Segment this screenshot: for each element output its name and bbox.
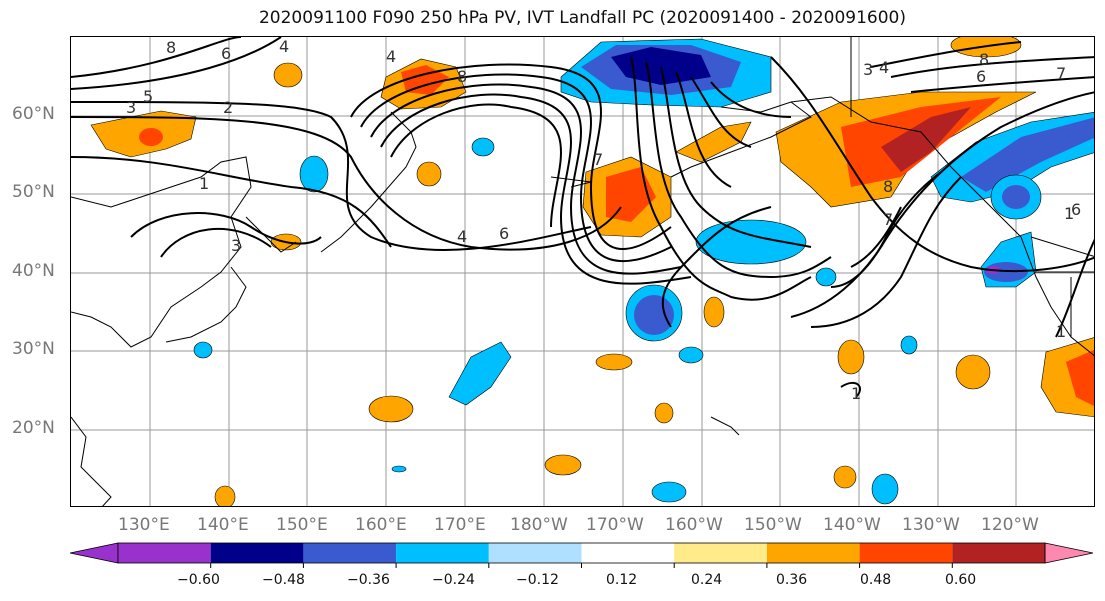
colorbar-tick-label: 0.24 [691,572,723,588]
colorbar-swatch [396,543,489,563]
lon-label: 130°W [902,515,960,535]
contour-label: 6 [499,224,509,243]
colorbar-tick-label: −0.24 [432,572,475,588]
lon-label: 170°E [434,515,486,535]
colorbar-tick-label: −0.36 [347,572,390,588]
lon-label: 180°W [510,515,568,535]
lat-label: 40°N [12,261,55,281]
contour-label: 6 [221,44,231,63]
contour-label: 8 [979,50,989,69]
pv-contours [71,37,1094,398]
colorbar-swatch [766,543,860,563]
contour-label-group: 8 6 4 5 3 2 1 4 6 8 7 3 4 6 7 8 8 7 6 1 … [126,37,1081,403]
colorbar-swatch [674,543,767,563]
lat-label: 20°N [12,418,55,438]
lat-label: 60°N [12,104,55,124]
contour-label: 3 [231,236,241,255]
contour-label: 2 [223,98,233,117]
contour-label: 1 [199,174,209,193]
contour-label: 5 [143,87,153,106]
lon-label: 140°E [197,515,249,535]
contour-label: 8 [457,67,467,86]
contour-label: 8 [166,38,176,57]
colorbar-swatch [859,543,953,563]
colorbar-swatch [581,543,675,563]
colorbar-extend-min [69,542,119,564]
contour-label: 6 [1071,200,1081,219]
contour-label: 7 [883,210,893,229]
lon-label: 140°W [823,515,881,535]
contour-label: 4 [279,37,289,56]
map-title: 2020091100 F090 250 hPa PV, IVT Landfall… [258,8,906,28]
colorbar-swatch [952,543,1045,563]
colorbar-tick-label: 0.48 [860,572,892,588]
contour-label: 7 [593,150,603,169]
colorbar-tick-label: 0.36 [776,572,808,588]
contour-label: 8 [883,177,893,196]
map-canvas: 8 6 4 5 3 2 1 4 6 8 7 3 4 6 7 8 8 7 6 1 … [71,37,1094,506]
colorbar-ticks [210,563,953,568]
contour-label: 7 [1056,64,1066,83]
contour-label: 1 [851,384,861,403]
colorbar-tick-label: −0.48 [262,572,305,588]
lat-label: 30°N [12,339,55,359]
negative-anomalies [193,38,1094,505]
contour-label: 1 [1056,322,1066,341]
contour-label: 4 [386,47,396,66]
map-panel: 8 6 4 5 3 2 1 4 6 8 7 3 4 6 7 8 8 7 6 1 … [70,36,1095,507]
colorbar-swatch [118,543,211,563]
colorbar-swatch [303,543,397,563]
contour-label: 4 [879,58,889,77]
lon-label: 130°E [118,515,170,535]
colorbar-tick-label: 0.60 [945,572,977,588]
lat-label: 50°N [12,182,55,202]
colorbar-tick-label: 0.12 [606,572,638,588]
colorbar-tick-label: −0.60 [177,572,220,588]
colorbar-swatch [488,543,582,563]
lon-label: 150°E [276,515,328,535]
lon-label: 170°W [586,515,644,535]
colorbar-swatch [210,543,304,563]
contour-label: 1 [1064,204,1074,223]
colorbar-extend-max [1044,542,1094,564]
colorbar-tick-label: −0.12 [516,572,559,588]
contour-label: 3 [126,98,136,117]
positive-anomalies [90,37,1094,506]
lon-label: 160°W [665,515,723,535]
lon-label: 150°W [744,515,802,535]
contour-label: 4 [457,227,467,246]
colorbar-swatches [69,542,1094,564]
contour-label: 6 [976,67,986,86]
contour-label: 3 [863,60,873,79]
lon-label: 120°W [981,515,1039,535]
lon-label: 160°E [355,515,407,535]
